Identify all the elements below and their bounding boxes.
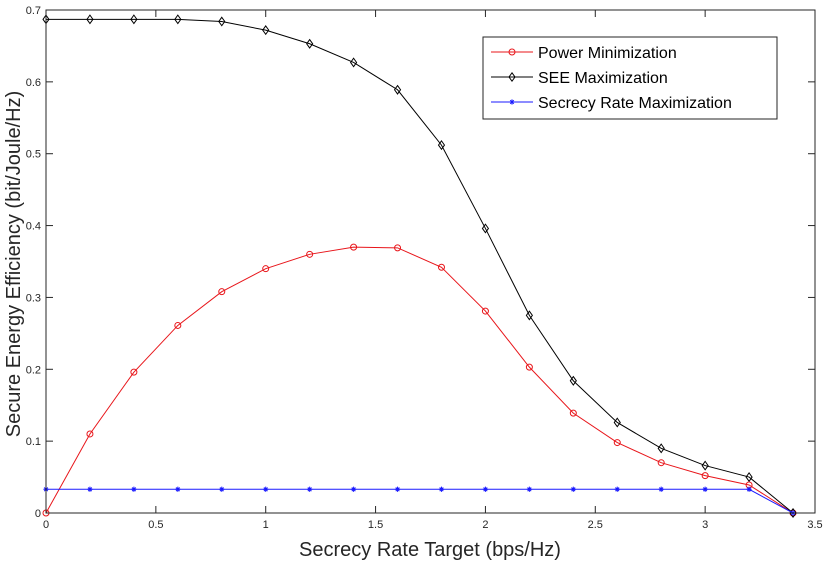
data-point: [745, 472, 753, 483]
data-point: [174, 14, 182, 25]
series-3: [43, 486, 796, 516]
data-point: [702, 486, 708, 492]
data-point: [525, 363, 533, 371]
y-tick-label: 0.5: [26, 149, 41, 161]
data-point: [394, 486, 401, 492]
data-point: [437, 140, 446, 151]
data-point: [131, 486, 137, 492]
series-line-3: [46, 488, 794, 514]
x-tick-label: 0: [43, 519, 49, 531]
y-axis-label: Secure Energy Efficiency (bit/Joule/Hz): [3, 91, 25, 437]
axes-layer: 0 0.5 1 1.5 2 2.5 3 3.5 0 0.1 0.2 0.3 0.4 0.5 0.6 0.7: [26, 5, 823, 531]
data-point: [262, 25, 270, 36]
data-point: [262, 265, 270, 273]
data-point: [218, 16, 226, 27]
data-point: [614, 486, 620, 492]
legend-marker-1: [508, 48, 516, 56]
series-line-2: [46, 18, 794, 514]
y-tick-label: 0.1: [26, 436, 41, 448]
data-point: [701, 472, 709, 480]
series-1: [42, 243, 797, 517]
y-tick-label: 0.2: [26, 364, 41, 376]
legend-entry-2: SEE Maximization: [538, 70, 668, 87]
data-point: [438, 486, 445, 492]
data-point: [86, 430, 94, 438]
data-point: [481, 307, 489, 315]
data-point: [482, 486, 489, 492]
data-point: [307, 486, 313, 492]
data-point: [526, 486, 532, 492]
x-tick-label: 1: [263, 519, 269, 531]
data-point: [306, 250, 314, 258]
data-point: [613, 417, 621, 428]
data-point: [657, 443, 665, 454]
data-point: [174, 321, 182, 329]
y-tick-label: 0.7: [26, 5, 41, 17]
data-point: [175, 486, 181, 492]
data-point: [746, 486, 752, 492]
data-point: [306, 38, 314, 49]
data-point: [130, 14, 138, 25]
x-axis-label: Secrecy Rate Target (bps/Hz): [299, 539, 561, 561]
x-tick-label: 0.5: [148, 519, 163, 531]
data-point: [570, 486, 576, 492]
x-tick-label: 2.5: [588, 519, 603, 531]
data-point: [86, 14, 94, 25]
y-tick-label: 0.4: [26, 221, 41, 233]
axes-box: [45, 9, 816, 514]
data-point: [351, 486, 357, 492]
legend-entry-3: Secrecy Rate Maximization: [538, 95, 732, 112]
series-layer: [42, 14, 797, 519]
data-point: [701, 460, 709, 471]
data-point: [525, 310, 533, 321]
data-point: [218, 288, 226, 296]
data-point: [481, 223, 490, 234]
legend: Power Minimization SEE Maximization Secrec…: [482, 36, 778, 120]
data-point: [130, 368, 138, 376]
data-point: [263, 486, 269, 492]
data-point: [350, 243, 358, 251]
y-tick-label: 0.3: [26, 292, 41, 304]
x-tick-label: 1.5: [368, 519, 383, 531]
legend-box: [482, 36, 778, 120]
data-point: [349, 57, 358, 68]
data-point: [657, 459, 665, 467]
data-point: [569, 375, 577, 386]
data-point: [394, 244, 402, 252]
data-point: [219, 486, 225, 492]
legend-entry-1: Power Minimization: [538, 45, 677, 62]
x-tick-label: 3: [702, 519, 708, 531]
data-point: [613, 439, 621, 447]
data-point: [658, 486, 664, 492]
x-tick-label: 2: [482, 519, 488, 531]
series-line-1: [45, 246, 794, 514]
y-tick-label: 0: [35, 508, 41, 520]
data-point: [87, 486, 93, 492]
data-point: [393, 84, 402, 95]
x-tick-label: 3.5: [807, 519, 822, 531]
legend-marker-3: [509, 99, 515, 105]
y-tick-label: 0.6: [26, 77, 41, 89]
data-point: [569, 409, 577, 417]
legend-marker-2: [508, 71, 516, 83]
data-point: [437, 263, 445, 271]
